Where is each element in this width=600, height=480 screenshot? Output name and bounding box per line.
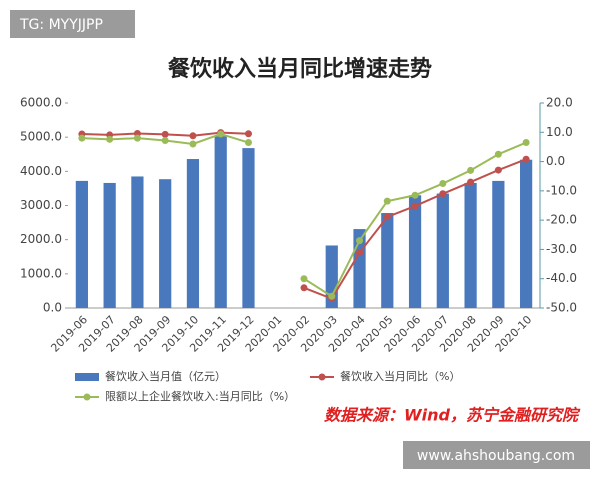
marker (244, 130, 252, 138)
bar (131, 176, 144, 308)
y-tick-label: 3000.0 (20, 198, 62, 212)
y2-tick-label: -10.0 (546, 183, 577, 197)
marker (300, 275, 308, 283)
bar (436, 193, 449, 308)
chart-title: 餐饮收入当月同比增速走势 (168, 56, 432, 82)
bar (159, 179, 172, 308)
marker (494, 150, 502, 158)
y2-tick-label: 20.0 (546, 96, 573, 110)
bar (520, 159, 533, 308)
y-tick-label: 1000.0 (20, 266, 62, 280)
marker (189, 132, 197, 140)
source-note: 数据来源：Wind，苏宁金融研究院 (324, 406, 581, 425)
legend-label: 限额以上企业餐饮收入:当月同比（%） (105, 389, 295, 403)
bar (214, 136, 227, 308)
bar (186, 159, 200, 308)
tag-text: TG: MYYJJPP (19, 17, 103, 33)
y2-tick-label: 10.0 (546, 125, 573, 139)
bar (492, 180, 505, 308)
site-badge (403, 441, 590, 469)
marker (189, 140, 197, 148)
marker (383, 197, 391, 205)
marker (106, 135, 114, 143)
marker (467, 178, 475, 186)
bar (464, 182, 477, 308)
legend-marker (83, 393, 91, 401)
y-tick-label: 6000.0 (20, 96, 62, 110)
bar (408, 195, 422, 308)
marker (522, 139, 530, 147)
marker (356, 237, 364, 245)
marker (411, 191, 419, 199)
bar (75, 180, 88, 308)
marker (411, 202, 419, 210)
marker (328, 292, 336, 300)
tag-badge (10, 10, 135, 38)
legend-swatch (75, 373, 99, 381)
legend-label: 餐饮收入当月值（亿元） (105, 369, 226, 383)
bar (381, 213, 394, 308)
y2-tick-label: 0.0 (546, 154, 565, 168)
legend-label: 餐饮收入当月同比（%） (340, 369, 460, 383)
marker (494, 166, 502, 174)
marker (133, 134, 141, 142)
y-tick-label: 0.0 (43, 301, 62, 315)
y2-tick-label: -20.0 (546, 213, 577, 227)
marker (244, 139, 252, 147)
marker (467, 166, 475, 174)
y-tick-label: 2000.0 (20, 232, 62, 246)
marker (439, 190, 447, 198)
y2-tick-label: -30.0 (546, 242, 577, 256)
marker (78, 134, 86, 142)
marker (217, 130, 225, 138)
marker (300, 284, 308, 292)
y2-tick-label: -40.0 (546, 271, 577, 285)
site-text: www.ahshoubang.com (417, 448, 575, 464)
bar (242, 148, 255, 308)
marker (522, 155, 530, 163)
legend-marker (318, 373, 326, 381)
y-tick-label: 5000.0 (20, 130, 62, 144)
marker (356, 249, 364, 257)
bar (103, 182, 116, 308)
marker (161, 130, 169, 138)
marker (439, 180, 447, 188)
marker (161, 136, 169, 144)
y-tick-label: 4000.0 (20, 164, 62, 178)
y2-tick-label: -50.0 (546, 301, 577, 315)
marker (383, 213, 391, 221)
